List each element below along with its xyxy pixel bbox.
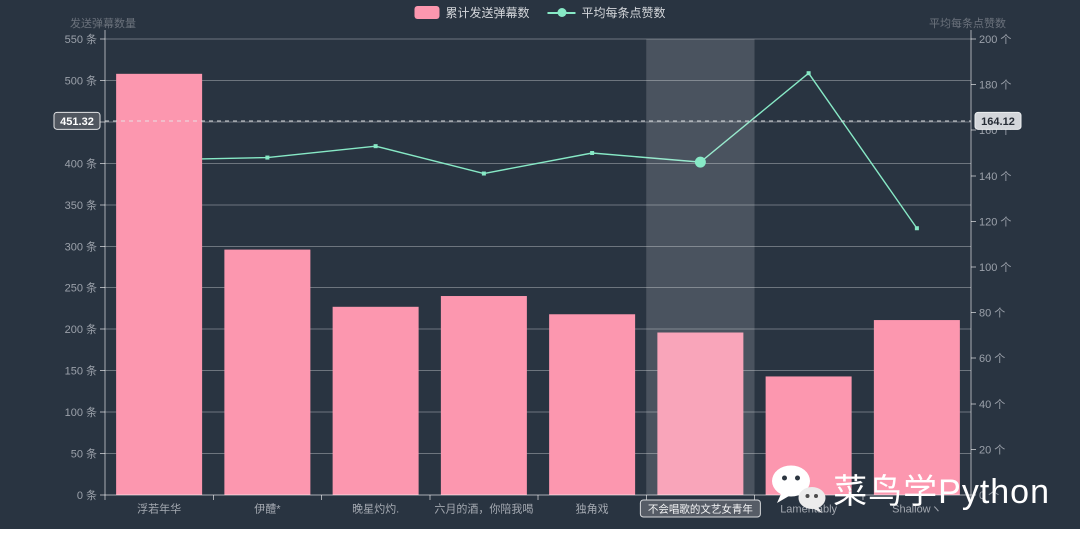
legend-label: 平均每条点赞数 xyxy=(581,6,666,20)
watermark-text: 菜鸟学Python xyxy=(833,473,1050,511)
watermark: 菜鸟学Python xyxy=(771,464,1050,513)
line-point-1[interactable] xyxy=(265,155,270,160)
right-axis-tick-label: 0 个 xyxy=(979,489,999,502)
line-point-2[interactable] xyxy=(373,144,378,149)
left-axis-tick-label: 100 条 xyxy=(65,405,97,419)
category-label: 浮若年华 xyxy=(137,502,181,516)
bar-2[interactable] xyxy=(332,306,419,495)
bar-series-swatch-icon xyxy=(414,6,440,19)
legend-item-bar-series[interactable]: 累计发送弹幕数 xyxy=(414,4,530,21)
right-axis-tick-label: 80 个 xyxy=(979,307,1005,320)
category-label: Shallowヽ xyxy=(892,504,942,516)
bar-5[interactable] xyxy=(657,332,744,495)
crosshair-right-value-box xyxy=(974,111,1022,130)
right-axis-tick-label: 40 个 xyxy=(979,398,1005,411)
left-axis-tick-label: 250 条 xyxy=(65,281,97,295)
right-axis-tick-label: 140 个 xyxy=(979,170,1011,183)
highlighted-category-label-box xyxy=(639,499,761,518)
left-axis-tick-label: 500 条 xyxy=(65,73,97,87)
left-axis-title: 发送弹幕数量 xyxy=(70,18,136,30)
bar-3[interactable] xyxy=(440,296,527,495)
crosshair-left-value-box xyxy=(53,111,101,130)
line-series-swatch-icon xyxy=(547,6,576,19)
bar-7[interactable] xyxy=(873,320,960,495)
left-axis-tick-label: 400 条 xyxy=(65,156,97,170)
line-point-highlighted[interactable] xyxy=(694,156,706,168)
left-axis-tick-label: 0 条 xyxy=(77,488,97,502)
left-axis-tick-label: 550 条 xyxy=(65,32,97,46)
right-axis-tick-label: 20 个 xyxy=(979,443,1005,456)
crosshair-left-value: 451.32 xyxy=(60,116,94,128)
left-axis-tick-label: 200 条 xyxy=(65,322,97,336)
category-label-highlighted: 不会唱歌的文艺女青年 xyxy=(648,503,753,516)
category-label: 六月的酒，你陪我喝 xyxy=(434,502,533,516)
line-point-4[interactable] xyxy=(590,151,595,155)
category-label: 伊醴* xyxy=(254,503,281,516)
right-axis-tick-label: 200 个 xyxy=(979,33,1011,46)
plot-area: 0 条 50 条 100 条 150 条 200 条 250 条 300 条 350 条 400… xyxy=(53,30,1022,518)
right-axis-tick-label: 120 个 xyxy=(979,215,1011,228)
line-point-7[interactable] xyxy=(914,226,919,231)
hover-shadow-band xyxy=(646,39,755,495)
left-axis-tick-label: 150 条 xyxy=(65,364,97,378)
wechat-icon xyxy=(772,465,826,513)
left-axis-tick-label: 300 条 xyxy=(65,239,97,253)
page-bottom-margin xyxy=(0,529,1080,540)
line-point-3[interactable] xyxy=(481,171,486,176)
right-axis-tick-label: 100 个 xyxy=(979,261,1011,274)
right-axis-tick-label: 180 个 xyxy=(979,79,1011,92)
danmaku-likes-chart: 0 条 50 条 100 条 150 条 200 条 250 条 300 条 350 条 400… xyxy=(0,0,1080,529)
right-axis-tick-label: 60 个 xyxy=(979,352,1005,365)
category-label: Lamentably xyxy=(780,504,837,516)
legend-label: 累计发送弹幕数 xyxy=(445,6,530,20)
bar-1[interactable] xyxy=(224,249,311,495)
right-axis-title: 平均每条点赞数 xyxy=(929,18,1006,30)
left-axis-tick-label: 50 条 xyxy=(71,447,97,461)
crosshair-right-value: 164.12 xyxy=(981,116,1015,128)
bar-4[interactable] xyxy=(549,314,636,495)
line-point-6[interactable] xyxy=(806,71,811,76)
category-label: 晚星灼灼. xyxy=(352,502,399,516)
legend: 累计发送弹幕数 平均每条点赞数 xyxy=(414,4,666,21)
category-label: 独角戏 xyxy=(576,503,609,516)
legend-item-line-series[interactable]: 平均每条点赞数 xyxy=(547,4,666,21)
line-series-path xyxy=(159,72,918,229)
bar-0[interactable] xyxy=(116,73,203,496)
left-axis-tick-label: 350 条 xyxy=(65,198,97,212)
